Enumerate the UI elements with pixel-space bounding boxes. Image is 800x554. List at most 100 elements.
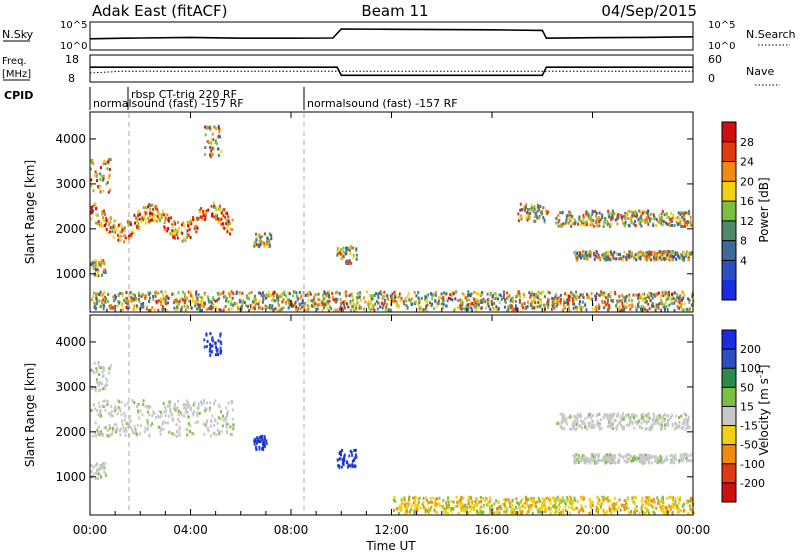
echo-cell: [210, 214, 213, 218]
echo-cell: [95, 463, 98, 467]
echo-cell: [258, 299, 261, 303]
echo-cell: [638, 418, 641, 422]
echo-cell: [499, 505, 502, 509]
echo-cell: [583, 454, 586, 458]
echo-cell: [557, 498, 559, 502]
echo-cell: [597, 422, 600, 425]
echo-cell: [600, 292, 603, 296]
echo-cell: [223, 226, 226, 230]
echo-cell: [294, 300, 297, 304]
echo-cell: [635, 496, 637, 500]
echo-cell: [635, 414, 638, 418]
echo-cell: [689, 307, 691, 311]
echo-cell: [559, 412, 562, 416]
echo-cell: [538, 216, 541, 220]
echo-cell: [464, 296, 467, 300]
echo-cell: [271, 292, 274, 296]
echo-cell: [282, 306, 285, 310]
echo-cell: [470, 306, 473, 310]
echo-cell: [107, 190, 110, 194]
echo-cell: [574, 220, 577, 224]
echo-cell: [96, 274, 98, 278]
echo-cell: [149, 308, 152, 312]
echo-cell: [193, 410, 196, 414]
echo-cell: [204, 125, 207, 129]
echo-cell: [624, 454, 627, 458]
echo-cell: [160, 216, 163, 219]
echo-cell: [131, 231, 134, 234]
echo-cell: [537, 301, 540, 304]
echo-cell: [111, 430, 114, 434]
echo-cell: [420, 296, 423, 300]
echo-cell: [659, 217, 662, 221]
echo-cell: [276, 294, 279, 298]
echo-cell: [99, 464, 102, 467]
echo-cell: [596, 419, 599, 423]
echo-cell: [535, 214, 538, 218]
echo-cell: [298, 290, 301, 294]
colorbar-tick-label: 50: [740, 381, 754, 394]
echo-cell: [352, 298, 354, 302]
echo-cell: [336, 251, 339, 255]
echo-cell: [182, 221, 185, 225]
echo-cell: [443, 510, 446, 514]
echo-cell: [461, 300, 464, 304]
echo-cell: [649, 428, 652, 431]
echo-cell: [473, 299, 476, 303]
echo-cell: [492, 308, 495, 312]
echo-cell: [536, 305, 539, 309]
echo-cell: [103, 405, 106, 408]
echo-cell: [222, 414, 225, 418]
echo-cell: [670, 253, 673, 257]
echo-cell: [94, 386, 97, 390]
echo-cell: [178, 226, 180, 230]
echo-cell: [570, 427, 573, 431]
echo-cell: [507, 498, 510, 502]
echo-cell: [149, 207, 152, 211]
echo-cell: [94, 431, 96, 435]
echo-cell: [660, 420, 663, 424]
echo-cell: [132, 431, 135, 434]
echo-cell: [230, 300, 233, 304]
echo-cell: [638, 256, 641, 260]
echo-cell: [276, 296, 279, 300]
echo-cell: [403, 502, 405, 506]
echo-cell: [612, 209, 614, 213]
echo-cell: [667, 297, 670, 301]
echo-cell: [125, 299, 128, 303]
echo-cell: [147, 308, 150, 312]
echo-cell: [248, 291, 251, 295]
echo-cell: [586, 295, 589, 299]
echo-cell: [144, 426, 147, 430]
echo-cell: [147, 202, 150, 206]
echo-cell: [654, 255, 657, 259]
echo-cell: [540, 506, 543, 510]
echo-cell: [512, 307, 515, 311]
echo-cell: [686, 417, 689, 421]
echo-cell: [125, 422, 128, 426]
echo-cell: [582, 296, 585, 300]
echo-cell: [264, 306, 266, 310]
echo-cell: [442, 291, 445, 295]
echo-cell: [585, 211, 588, 215]
echo-cell: [360, 306, 363, 310]
echo-cell: [114, 423, 116, 426]
echo-cell: [409, 510, 411, 514]
date-title: 04/Sep/2015: [601, 2, 697, 20]
echo-cell: [185, 295, 188, 299]
echo-cell: [515, 511, 517, 514]
echo-cell: [602, 224, 605, 228]
echo-cell: [404, 511, 407, 515]
echo-cell: [566, 497, 569, 501]
echo-cell: [625, 256, 627, 260]
echo-cell: [410, 303, 413, 306]
echo-cell: [544, 505, 547, 509]
echo-cell: [91, 208, 93, 212]
echo-cell: [612, 504, 615, 508]
echo-cell: [417, 497, 420, 501]
echo-cell: [661, 219, 663, 223]
echo-cell: [101, 466, 104, 470]
echo-cell: [662, 415, 664, 419]
echo-cell: [598, 211, 601, 215]
